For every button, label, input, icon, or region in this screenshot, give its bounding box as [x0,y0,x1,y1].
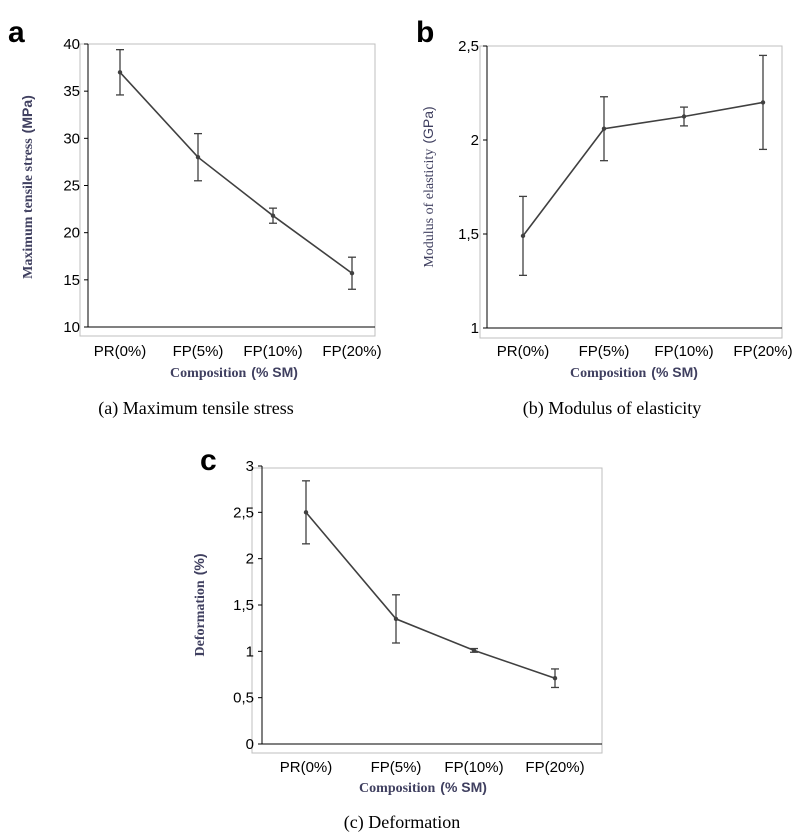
panel-b-series [519,54,767,277]
panel-c-data-point [471,648,477,653]
panel-c-y-tick-label: 0 [246,736,254,753]
panel-b-y-tick-label: 1,5 [458,226,479,243]
panel-a-y-tick-label: 10 [63,319,80,336]
panel-c-series-line [305,511,556,679]
panel-a-y-tick-label: 25 [63,178,80,195]
panel-a-y-tick-label: 15 [63,272,80,289]
panel-b-x-tick-label: FP(20%) [733,343,792,360]
panel-b-data-point [681,114,687,119]
panel-b-x-tick-label: FP(5%) [579,343,630,360]
panel-a-y-ticks: 10 15 20 25 30 35 40 [63,36,88,336]
panel-a-y-tick-label: 30 [63,130,80,147]
panel-a-data-point [117,70,123,75]
panel-b-plot-frame [479,45,783,339]
panel-c-x-tick-label: FP(5%) [371,759,422,776]
panel-b: b 1 1,5 2 2,5 PR(0%) FP(5%) FP(10%) FP(20%) Mo… [416,16,793,419]
panel-c-y-tick-label: 2,5 [233,504,254,521]
panel-b-y-ticks: 1 1,5 2 2,5 [458,38,487,337]
panel-b-x-tick-label: PR(0%) [497,343,550,360]
panel-c-plot-frame [251,467,603,754]
panel-c-x-axis-title: Composition (% SM) [359,779,487,796]
panel-b-y-tick-label: 2 [471,132,479,149]
panel-a-x-axis-title: Composition (% SM) [170,364,298,381]
panel-b-x-tick-label: FP(10%) [654,343,713,360]
panel-c-series [302,480,559,689]
panel-a-caption: (a) Maximum tensile stress [98,398,293,419]
panel-c-y-tick-label: 3 [246,458,254,475]
panel-c-data-point [393,616,399,622]
panel-b-y-tick-label: 2,5 [458,38,479,55]
panel-a-data-point [270,213,276,218]
panel-c-y-tick-label: 1 [246,643,254,660]
panel-b-data-point [601,126,607,131]
panel-a-x-ticks: PR(0%) FP(5%) FP(10%) FP(20%) [94,343,382,360]
panel-b-y-axis-title: Modulus of elasticity(GPa) [420,106,437,267]
panel-b-y-tick-label: 1 [471,320,479,337]
panel-b-data-point [760,100,766,105]
panel-c-caption: (c) Deformation [344,812,460,833]
panel-c-x-tick-label: FP(20%) [525,759,584,776]
panel-a-plot-frame [79,43,376,337]
panel-a-series-line [119,71,353,274]
panel-c-y-tick-label: 1,5 [233,597,254,614]
panel-c-y-ticks: 0 0,5 1 1,5 2 2,5 3 [233,458,262,753]
panel-a-letter: a [8,16,25,49]
panel-b-x-ticks: PR(0%) FP(5%) FP(10%) FP(20%) [497,343,793,360]
panel-c-data-point [303,510,309,515]
panel-c-x-ticks: PR(0%) FP(5%) FP(10%) FP(20%) [280,759,585,776]
panel-a-x-tick-label: PR(0%) [94,343,147,360]
panel-c-y-axis-title: Deformation(%) [191,554,208,657]
panel-a-series [116,49,356,290]
panel-c-y-tick-label: 2 [246,551,254,568]
panel-c-letter: c [200,444,217,477]
panel-a-x-tick-label: FP(20%) [322,343,381,360]
panel-a-data-point [195,155,201,160]
panel-a-y-tick-label: 35 [63,83,80,100]
panel-a-y-tick-label: 40 [63,36,80,53]
panel-a-x-tick-label: FP(10%) [243,343,302,360]
panel-c-data-point [552,676,558,681]
panel-b-series-line [522,101,764,237]
panel-c: c 0 0,5 1 1,5 2 2,5 3 PR(0%) FP(5%) FP(10%) FP(20… [191,444,603,833]
panel-b-letter: b [416,16,434,49]
panel-a-x-tick-label: FP(5%) [173,343,224,360]
panel-a-y-axis-title: Maximum tensile stress(MPa) [19,95,36,279]
panel-a-y-tick-label: 20 [63,225,80,242]
panel-b-data-point [520,233,526,239]
panel-c-x-tick-label: FP(10%) [444,759,503,776]
panel-c-y-tick-label: 0,5 [233,690,254,707]
panel-a-data-point [349,271,355,276]
panel-a: a 10 15 20 25 30 35 40 PR(0%) FP(5%) FP(10%) FP(2… [8,16,382,419]
panel-b-caption: (b) Modulus of elasticity [523,398,701,419]
panel-c-x-tick-label: PR(0%) [280,759,333,776]
panel-b-x-axis-title: Composition (% SM) [570,364,698,381]
